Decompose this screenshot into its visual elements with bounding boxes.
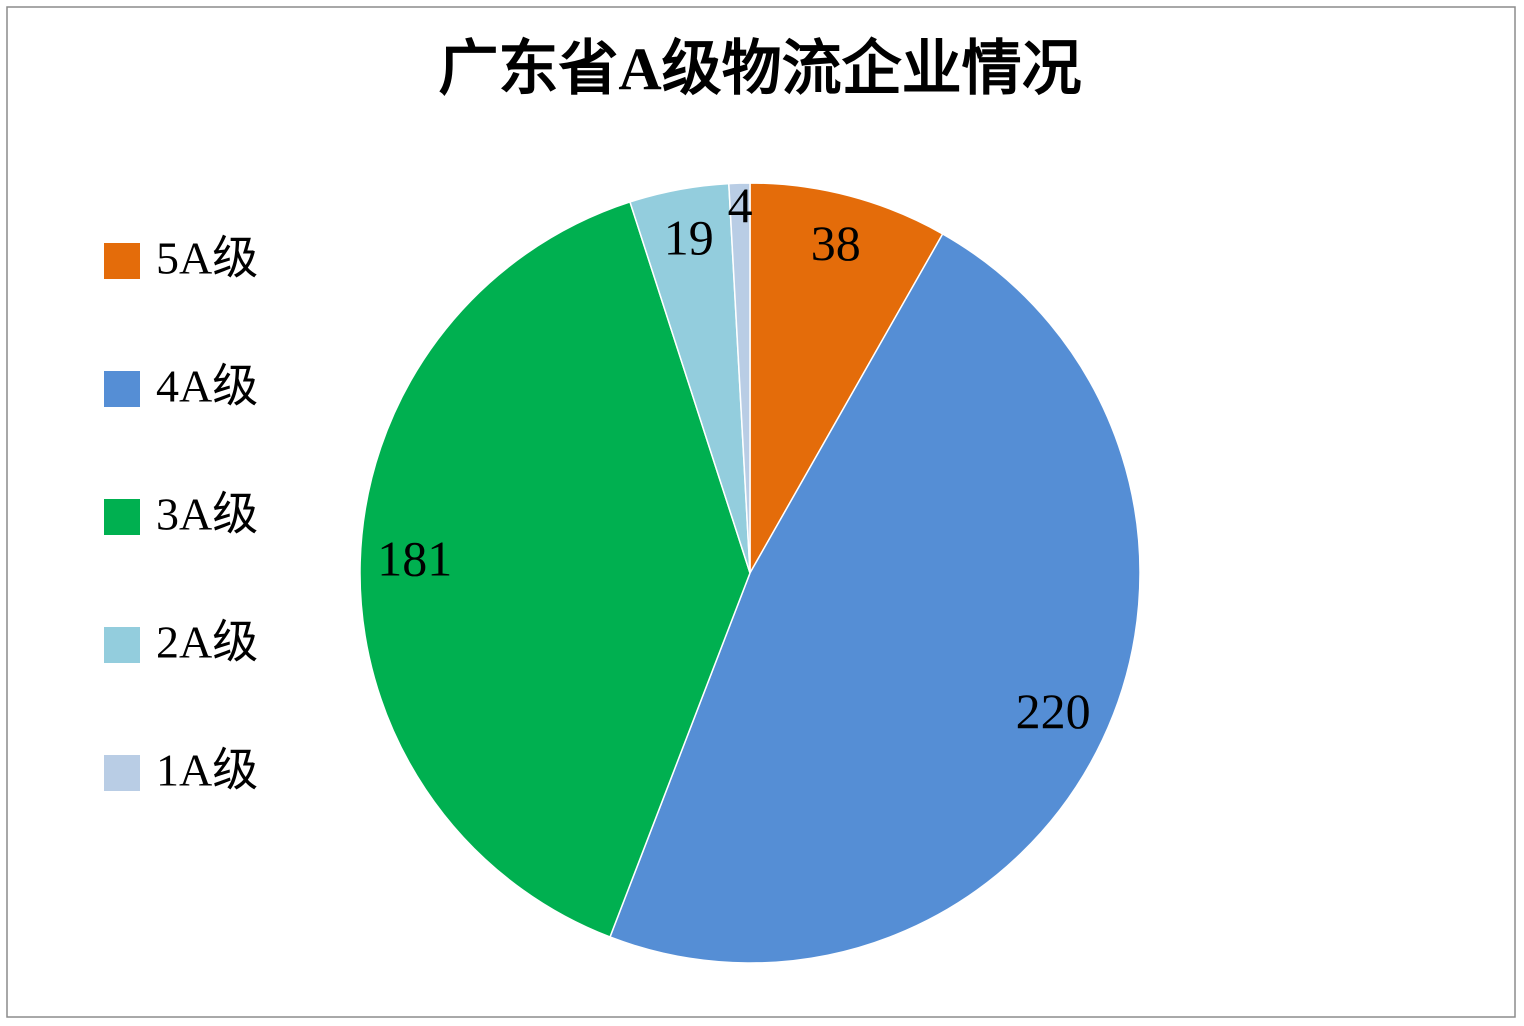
pie-slice — [359, 200, 751, 938]
legend-label: 1A级 — [156, 745, 258, 796]
data-label: 181 — [377, 530, 452, 586]
data-label: 19 — [664, 210, 714, 266]
pie-slice — [609, 232, 1141, 964]
legend-label: 5A级 — [156, 233, 258, 284]
pie-slice — [749, 182, 944, 576]
pie-slice — [728, 182, 751, 574]
legend-swatch — [104, 627, 140, 663]
legend-label: 4A级 — [156, 361, 258, 412]
data-label: 38 — [811, 215, 861, 271]
data-label: 220 — [1016, 683, 1091, 739]
legend-swatch — [104, 243, 140, 279]
data-label: 4 — [728, 177, 753, 233]
legend-swatch — [104, 499, 140, 535]
legend-label: 3A级 — [156, 489, 258, 540]
legend-label: 2A级 — [156, 617, 258, 668]
legend-swatch — [104, 755, 140, 791]
chart-title: 广东省A级物流企业情况 — [438, 36, 1081, 102]
legend-swatch — [104, 371, 140, 407]
